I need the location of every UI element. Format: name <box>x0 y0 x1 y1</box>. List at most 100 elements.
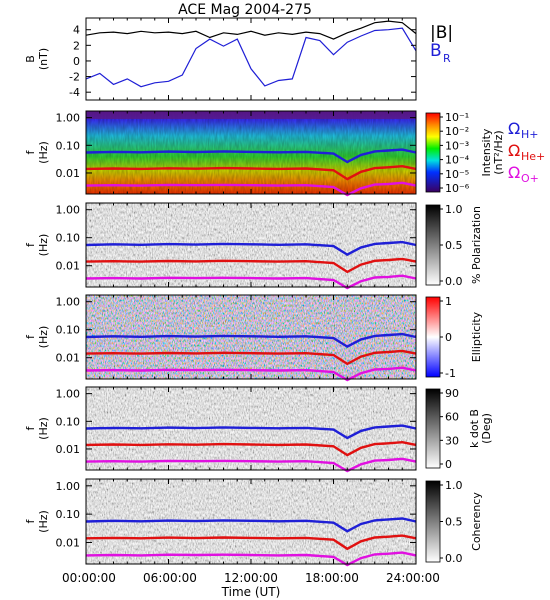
y-tick-label: -2 <box>69 71 80 84</box>
y-axis-unit: (Hz) <box>37 234 50 257</box>
panel-6: 1.00 0.10 0.01 f (Hz) 1.0 0.5 0.0 Coherency <box>24 478 483 567</box>
colorbar-label: k dot B <box>468 409 481 448</box>
y-tick-label: 0.01 <box>56 167 81 180</box>
y-tick-label: 0.01 <box>56 536 81 549</box>
y-axis-unit: (Hz) <box>37 510 50 533</box>
y-tick-label: 0.01 <box>56 443 81 456</box>
gyro-line-Oplus <box>85 181 417 197</box>
y-axis-label: f <box>24 242 37 247</box>
y-axis-label: f <box>24 149 37 154</box>
gyro-line-Oplus <box>85 457 417 473</box>
colorbar-tick-label: 10⁻³ <box>445 139 469 152</box>
gyro-legend-symbol: Ω <box>508 163 520 182</box>
colorbar-tick-label: 30 <box>445 434 459 447</box>
colorbar-tick-label: 0.5 <box>445 516 463 529</box>
y-axis-unit: (Hz) <box>37 417 50 440</box>
x-tick-label: 06:00:00 <box>143 571 197 585</box>
colorbar-label: (Deg) <box>480 413 493 444</box>
y-tick-label: 0.10 <box>56 139 81 152</box>
panel-1: 420-2-4B (nT)|B|B R <box>24 17 453 101</box>
y-axis-unit: (Hz) <box>37 141 50 164</box>
y-tick-label: 1.00 <box>56 480 81 493</box>
gyro-line-Heplus <box>85 257 417 274</box>
colorbar-tick-label: -1 <box>445 367 456 380</box>
panel-frame <box>85 17 417 101</box>
x-tick-label: 18:00:00 <box>305 571 359 585</box>
legend-entry: B <box>430 41 442 61</box>
y-axis-label: f <box>24 334 37 339</box>
y-tick-label: 4 <box>73 24 80 37</box>
gyro-line-Hplus <box>85 332 417 348</box>
y-axis-label: f <box>24 518 37 523</box>
gyro-line-Hplus <box>85 148 417 164</box>
y-tick-label: 1.00 <box>56 112 81 125</box>
x-axis-label: Time (UT) <box>221 585 281 599</box>
gyro-line-Heplus <box>85 534 417 551</box>
colorbar-tick-label: 10⁻⁵ <box>445 168 469 181</box>
gyro-line-Heplus <box>85 164 417 181</box>
colorbar-label: (nT²/Hz) <box>492 130 505 174</box>
colorbar-label: Ellipticity <box>470 311 483 362</box>
colorbar-tick-label: 10⁻⁴ <box>445 154 470 167</box>
gyro-legend-symbol: Ω <box>508 119 520 138</box>
colorbar-tick-label: 1.0 <box>445 479 463 492</box>
y-tick-label: 0.10 <box>56 415 81 428</box>
y-axis-label: f <box>24 425 37 430</box>
colorbar-tick-label: 10⁻² <box>445 125 469 138</box>
legend-entry: |B| <box>430 23 453 43</box>
gyro-legend-symbol: Ω <box>508 141 520 160</box>
colorbar-label: % Polarization <box>470 206 483 284</box>
colorbar-label: Coherency <box>470 492 483 551</box>
panel-2: 1.00 0.10 0.01 f (Hz) 10⁻¹10⁻²10⁻³ 10⁻⁴10⁻⁵10⁻… <box>24 110 545 197</box>
y-tick-label: 0.01 <box>56 352 81 365</box>
gyro-line-Oplus <box>85 366 417 382</box>
x-tick-label: 24:00:00 <box>386 571 440 585</box>
panel-frame <box>85 110 417 195</box>
chart-title: ACE Mag 2004-275 <box>178 2 312 18</box>
colorbar <box>425 296 441 378</box>
gyro-line-Hplus <box>85 240 417 256</box>
gyro-line-Heplus <box>85 440 417 457</box>
y-tick-label: 0.10 <box>56 324 81 337</box>
panel-frame <box>85 478 417 565</box>
series-line-BR <box>85 27 417 88</box>
y-tick-label: 0.10 <box>56 508 81 521</box>
panel-frame <box>85 386 417 471</box>
y-tick-label: 1.00 <box>56 204 81 217</box>
panel-3: 1.00 0.10 0.01 f (Hz) 1.0 0.5 0.0 % Polarization <box>24 202 483 290</box>
colorbar-tick-label: 0.5 <box>445 239 463 252</box>
panel-4: 1.00 0.10 0.01 f (Hz) 1 0 -1 Ellipticity <box>24 294 483 382</box>
colorbar-tick-label: 60 <box>445 411 459 424</box>
colorbar-tick-label: 0.0 <box>445 275 463 288</box>
colorbar-tick-label: 0.0 <box>445 552 463 565</box>
gyro-line-Heplus <box>85 349 417 366</box>
y-tick-label: -4 <box>69 86 80 99</box>
panels: 420-2-4B (nT)|B|B R1.000.100.01f (Hz)10⁻¹10… <box>24 17 545 567</box>
y-axis-unit: (Hz) <box>37 326 50 349</box>
y-axis-label: B <box>24 55 37 63</box>
colorbar-tick-label: 0 <box>445 331 452 344</box>
colorbar <box>425 480 441 563</box>
y-tick-label: 0 <box>73 55 80 68</box>
gyro-legend-subscript: O+ <box>521 172 539 185</box>
x-tick-label: 12:00:00 <box>224 571 278 585</box>
colorbar <box>425 112 441 193</box>
panel-5: 1.00 0.10 0.01 f (Hz) 90 60 30 0 k dot B (Deg) <box>24 386 493 473</box>
panel-frame <box>85 294 417 380</box>
panel-frame <box>85 202 417 288</box>
series-line-B <box>85 20 417 40</box>
colorbar-tick-label: 10⁻⁶ <box>445 182 470 195</box>
y-tick-label: 2 <box>73 39 80 52</box>
colorbar-label: Intensity <box>480 128 493 176</box>
colorbar-tick-label: 0 <box>445 458 452 471</box>
colorbar-tick-label: 1.0 <box>445 203 463 216</box>
colorbar <box>425 204 441 286</box>
y-axis-unit: (nT) <box>37 48 50 70</box>
gyro-line-Oplus <box>85 551 417 567</box>
legend-entry-subscript: R <box>443 52 451 65</box>
y-tick-label: 1.00 <box>56 388 81 401</box>
gyro-line-Oplus <box>85 274 417 290</box>
gyro-line-Hplus <box>85 424 417 440</box>
gyro-line-Hplus <box>85 517 417 533</box>
